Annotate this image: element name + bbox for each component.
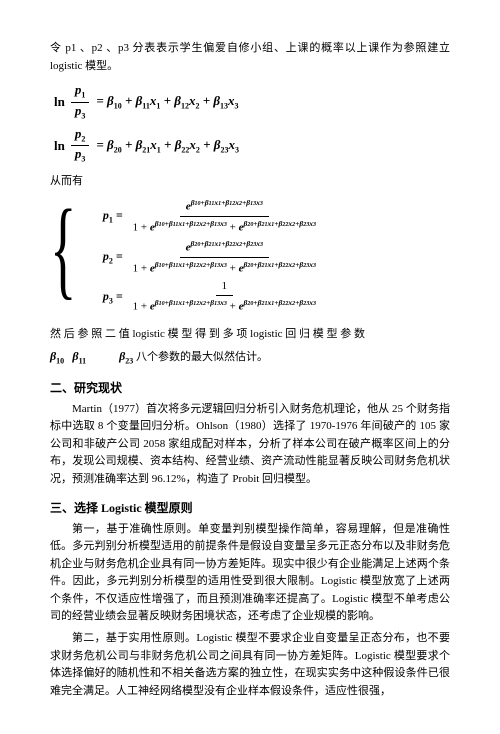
system-row-p3: p3 = 1 1 + eβ10+β11x1+β12x2+β13x3 + eβ20… xyxy=(103,280,322,314)
system-rows: p1 = eβ10+β11x1+β12x2+β13x3 1 + eβ10+β11… xyxy=(103,196,322,315)
beta-23: β23 xyxy=(119,349,133,363)
after-system-line-2: β10 β11 β23 八个参数的最大似然估计。 xyxy=(50,347,450,368)
beta-10: β10 xyxy=(50,349,64,363)
beta-11: β11 xyxy=(72,349,86,363)
after-system-tail: 八个参数的最大似然估计。 xyxy=(136,351,268,363)
equation-1-rhs: = β10 + β11x1 + β12x2 + β13x3 xyxy=(96,93,238,111)
section-2-heading: 二、研究现状 xyxy=(50,379,450,396)
section-2-paragraph: Martin（1977）首次将多元逻辑回归分析引入财务危机理论，他从 25 个财… xyxy=(50,401,450,489)
equation-2: ln p2 p3 = β20 + β21x1 + β22x2 + β23x3 xyxy=(54,127,450,165)
page: 令 p1 、p2 、p3 分表表示学生偏爱自修小组、上课的概率以上课作为参照建立… xyxy=(0,0,500,734)
system-row-p2: p2 = eβ20+β21x1+β22x2+β23x3 1 + eβ10+β11… xyxy=(103,239,322,276)
ln-symbol: ln xyxy=(54,138,65,154)
system-row-p1: p1 = eβ10+β11x1+β12x2+β13x3 1 + eβ10+β11… xyxy=(103,198,322,235)
mid-line: 从而有 xyxy=(50,173,450,191)
left-brace: { xyxy=(50,196,75,315)
section-3-paragraph-2: 第二，基于实用性原则。Logistic 模型不要求企业自变量呈正态分布，也不要求… xyxy=(50,630,450,700)
ln-symbol: ln xyxy=(54,94,65,110)
equation-2-rhs: = β20 + β21x1 + β22x2 + β23x3 xyxy=(96,137,239,155)
section-3-paragraph-1: 第一，基于准确性原则。单变量判别模型操作简单，容易理解，但是准确性低。多元判别分… xyxy=(50,521,450,627)
section-3-heading: 三、选择 Logistic 模型原则 xyxy=(50,499,450,516)
fraction-p1-p3: p1 p3 xyxy=(71,83,90,121)
equation-block-1: ln p1 p3 = β10 + β11x1 + β12x2 + β13x3 l… xyxy=(54,83,450,165)
equation-1: ln p1 p3 = β10 + β11x1 + β12x2 + β13x3 xyxy=(54,83,450,121)
intro-paragraph: 令 p1 、p2 、p3 分表表示学生偏爱自修小组、上课的概率以上课作为参照建立… xyxy=(50,40,450,75)
fraction-p2-p3: p2 p3 xyxy=(71,127,90,165)
system-equations: { p1 = eβ10+β11x1+β12x2+β13x3 1 + eβ10+β… xyxy=(50,196,450,315)
after-system-line-1: 然 后 参 照 二 值 logistic 模 型 得 到 多 项 logisti… xyxy=(50,326,450,344)
